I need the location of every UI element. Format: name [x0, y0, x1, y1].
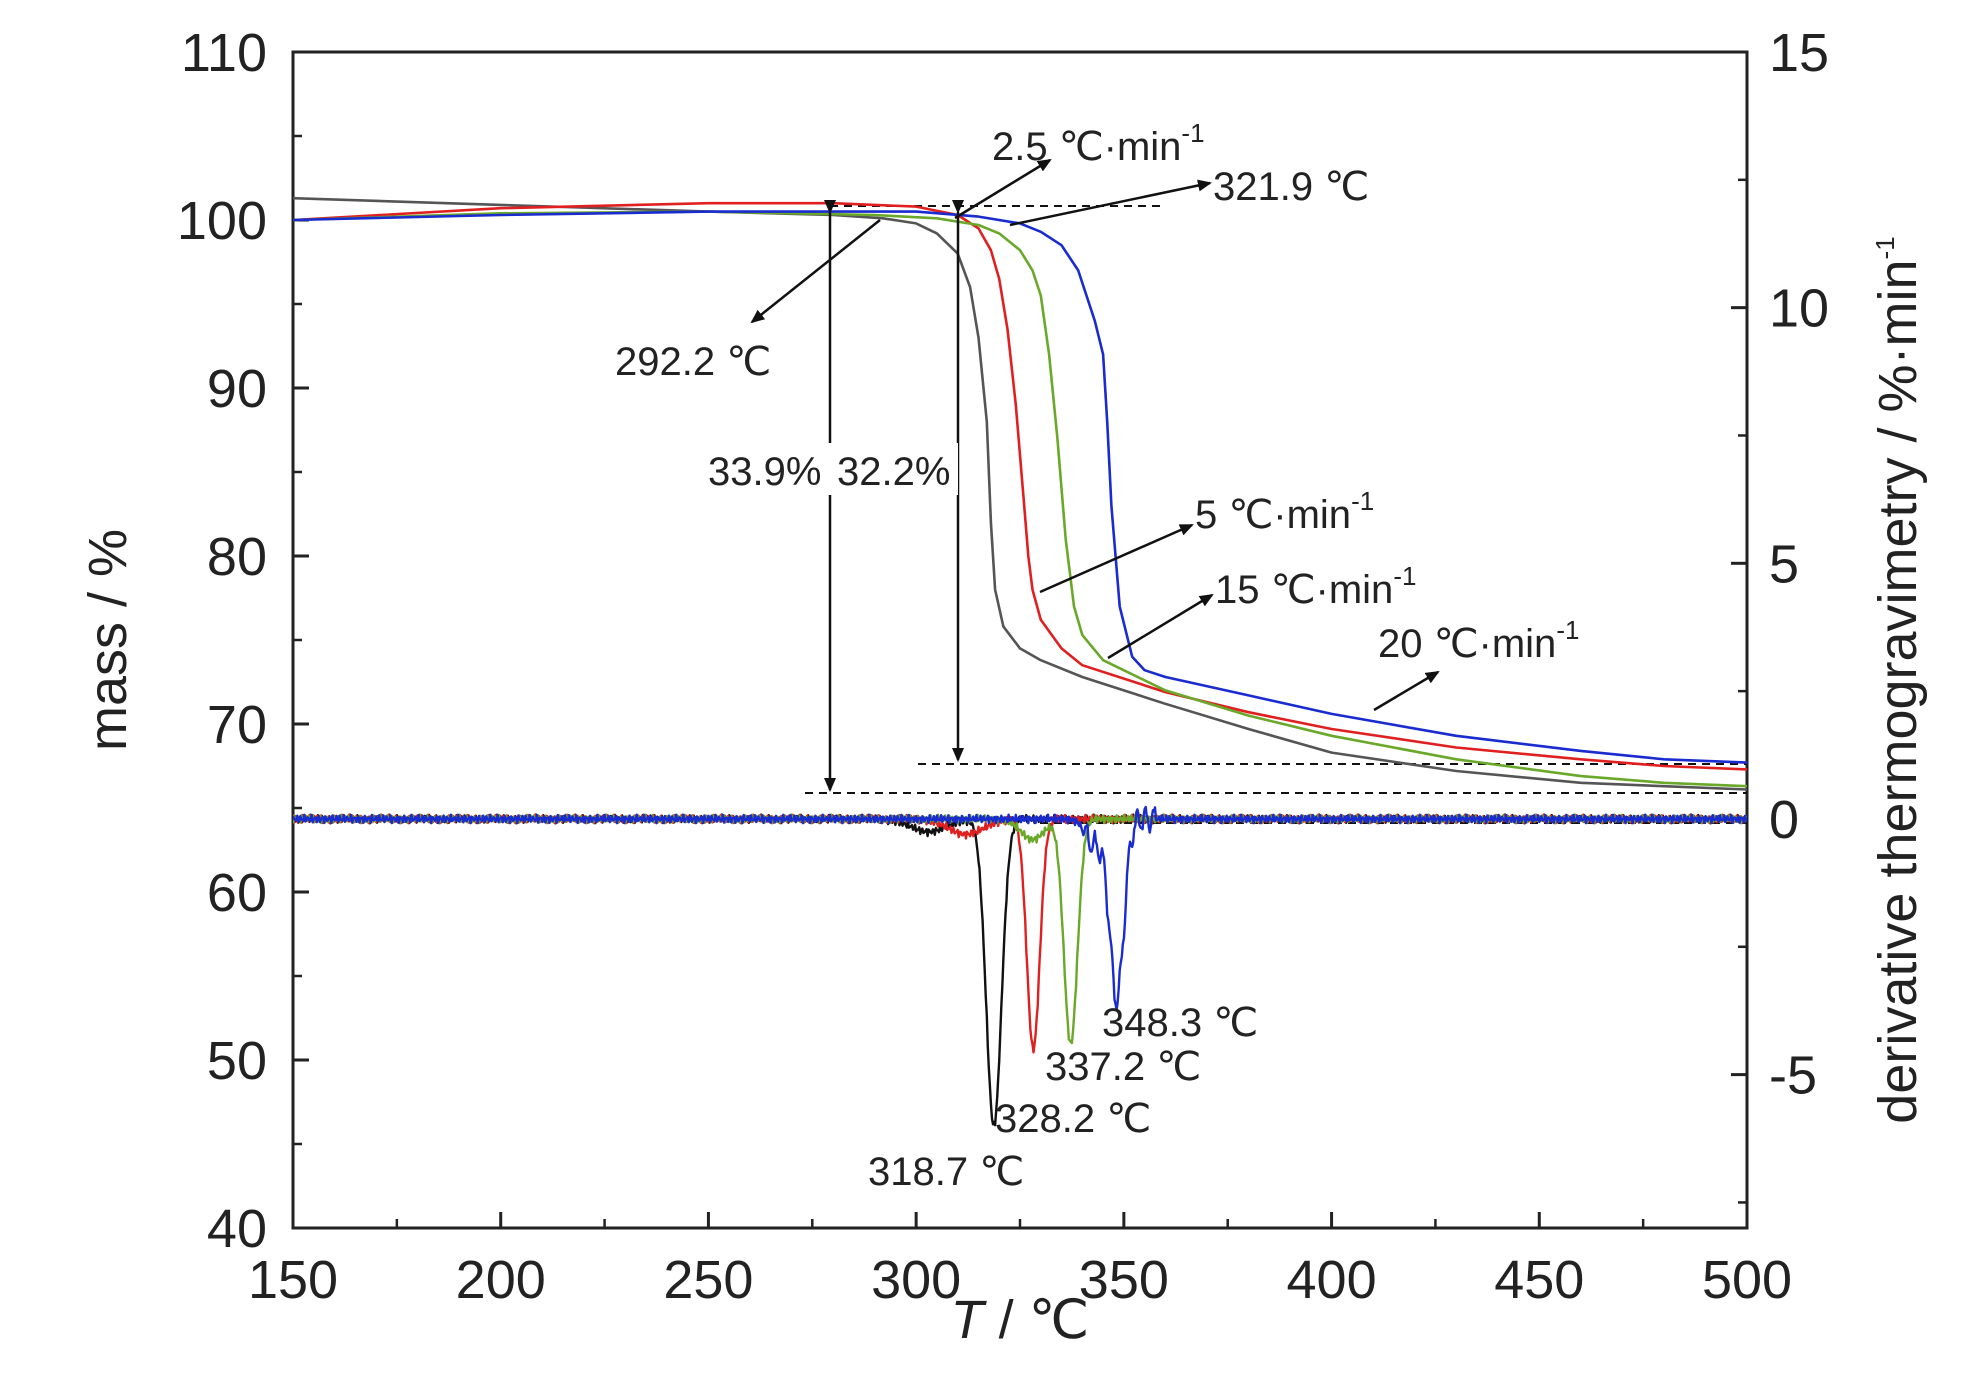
tg-curve-5 [293, 201, 1747, 771]
onset-arrow-321-b [1009, 179, 1212, 227]
rate-arrows [1039, 523, 1440, 712]
mass-loss-label-left: 33.9% [708, 450, 821, 494]
x-axis-title-symbol: T [951, 1290, 988, 1350]
right-tick-label: 10 [1769, 279, 1829, 339]
x-axis-ticks: 150 200 250 300 350 400 450 500 [248, 1212, 1792, 1310]
x-tick-label: 400 [1287, 1250, 1377, 1310]
rate-arrow-5 [1039, 523, 1194, 594]
peak-label-337: 337.2 ℃ [1045, 1045, 1201, 1089]
dtg-curve-20 [293, 805, 1747, 1011]
rate-label-20: 20 ℃·min-1 [1378, 615, 1579, 666]
tg-curve-15 [293, 210, 1747, 788]
mass-loss-label-right: 32.2% [837, 450, 950, 494]
left-tick-label: 40 [207, 1199, 267, 1259]
x-tick-label: 450 [1494, 1250, 1584, 1310]
left-axis-ticks: 40 50 60 70 80 90 100 110 [177, 23, 309, 1259]
x-axis-title: T / ℃ [951, 1290, 1090, 1350]
dtg-curve-5 [293, 813, 1747, 1054]
tg-curve-20 [293, 210, 1747, 764]
rate-label-2.5: 2.5 ℃·min-1 [992, 118, 1205, 169]
peak-label-328: 328.2 ℃ [995, 1097, 1151, 1141]
x-axis-title-unit: / ℃ [984, 1290, 1090, 1350]
rate-label-5-sup: -1 [1351, 486, 1374, 516]
rate-label-15-sup: -1 [1393, 561, 1416, 591]
rate-arrow-15 [1107, 593, 1214, 660]
onset-arrow-321-a [954, 158, 1052, 220]
rate-label-15-text: 15 ℃·min [1215, 568, 1393, 612]
dtg-curves [293, 805, 1747, 1127]
right-tick-label: 0 [1769, 790, 1799, 850]
tg-curve-2.5 [293, 196, 1747, 791]
mass-loss-label-bg [700, 443, 958, 495]
rate-label-5-text: 5 ℃·min [1195, 493, 1351, 537]
left-axis-title: mass / % [78, 529, 138, 751]
onset-arrow-292 [750, 219, 881, 324]
left-tick-label: 70 [207, 695, 267, 755]
onset-label-321: 321.9 ℃ [1213, 165, 1369, 209]
right-axis-title: derivative thermogravimetry / %·min-1 [1868, 236, 1928, 1123]
onset-arrows [750, 158, 1212, 324]
dtg-curve-2.5 [293, 813, 1747, 1127]
left-tick-label: 90 [207, 359, 267, 419]
rate-arrow-20 [1373, 670, 1440, 712]
rate-label-15: 15 ℃·min-1 [1215, 561, 1416, 612]
x-tick-label: 200 [456, 1250, 546, 1310]
right-tick-label: -5 [1769, 1046, 1817, 1106]
right-tick-label: 15 [1769, 23, 1829, 83]
rate-label-2.5-sup: -1 [1181, 118, 1204, 148]
x-tick-label: 350 [1079, 1250, 1169, 1310]
right-tick-label: 5 [1769, 534, 1799, 594]
left-tick-label: 60 [207, 863, 267, 923]
rate-label-20-sup: -1 [1556, 615, 1579, 645]
right-axis-title-main: derivative thermogravimetry / %·min [1868, 259, 1928, 1123]
mass-loss-arrows [824, 200, 964, 792]
left-tick-label: 110 [181, 23, 267, 83]
x-tick-label: 300 [871, 1250, 961, 1310]
left-tick-label: 80 [207, 527, 267, 587]
onset-label-292: 292.2 ℃ [615, 340, 771, 384]
peak-label-318: 318.7 ℃ [868, 1150, 1024, 1194]
tg-curves [293, 196, 1747, 791]
rate-label-5: 5 ℃·min-1 [1195, 486, 1374, 537]
x-tick-label: 500 [1702, 1250, 1792, 1310]
right-axis-title-sup: -1 [1870, 236, 1900, 259]
rate-label-20-text: 20 ℃·min [1378, 622, 1556, 666]
x-tick-label: 150 [248, 1250, 338, 1310]
left-tick-label: 50 [207, 1031, 267, 1091]
rate-label-2.5-text: 2.5 ℃·min [992, 125, 1181, 169]
peak-label-348: 348.3 ℃ [1102, 1001, 1258, 1045]
left-tick-label: 100 [177, 191, 267, 251]
x-tick-label: 250 [663, 1250, 753, 1310]
